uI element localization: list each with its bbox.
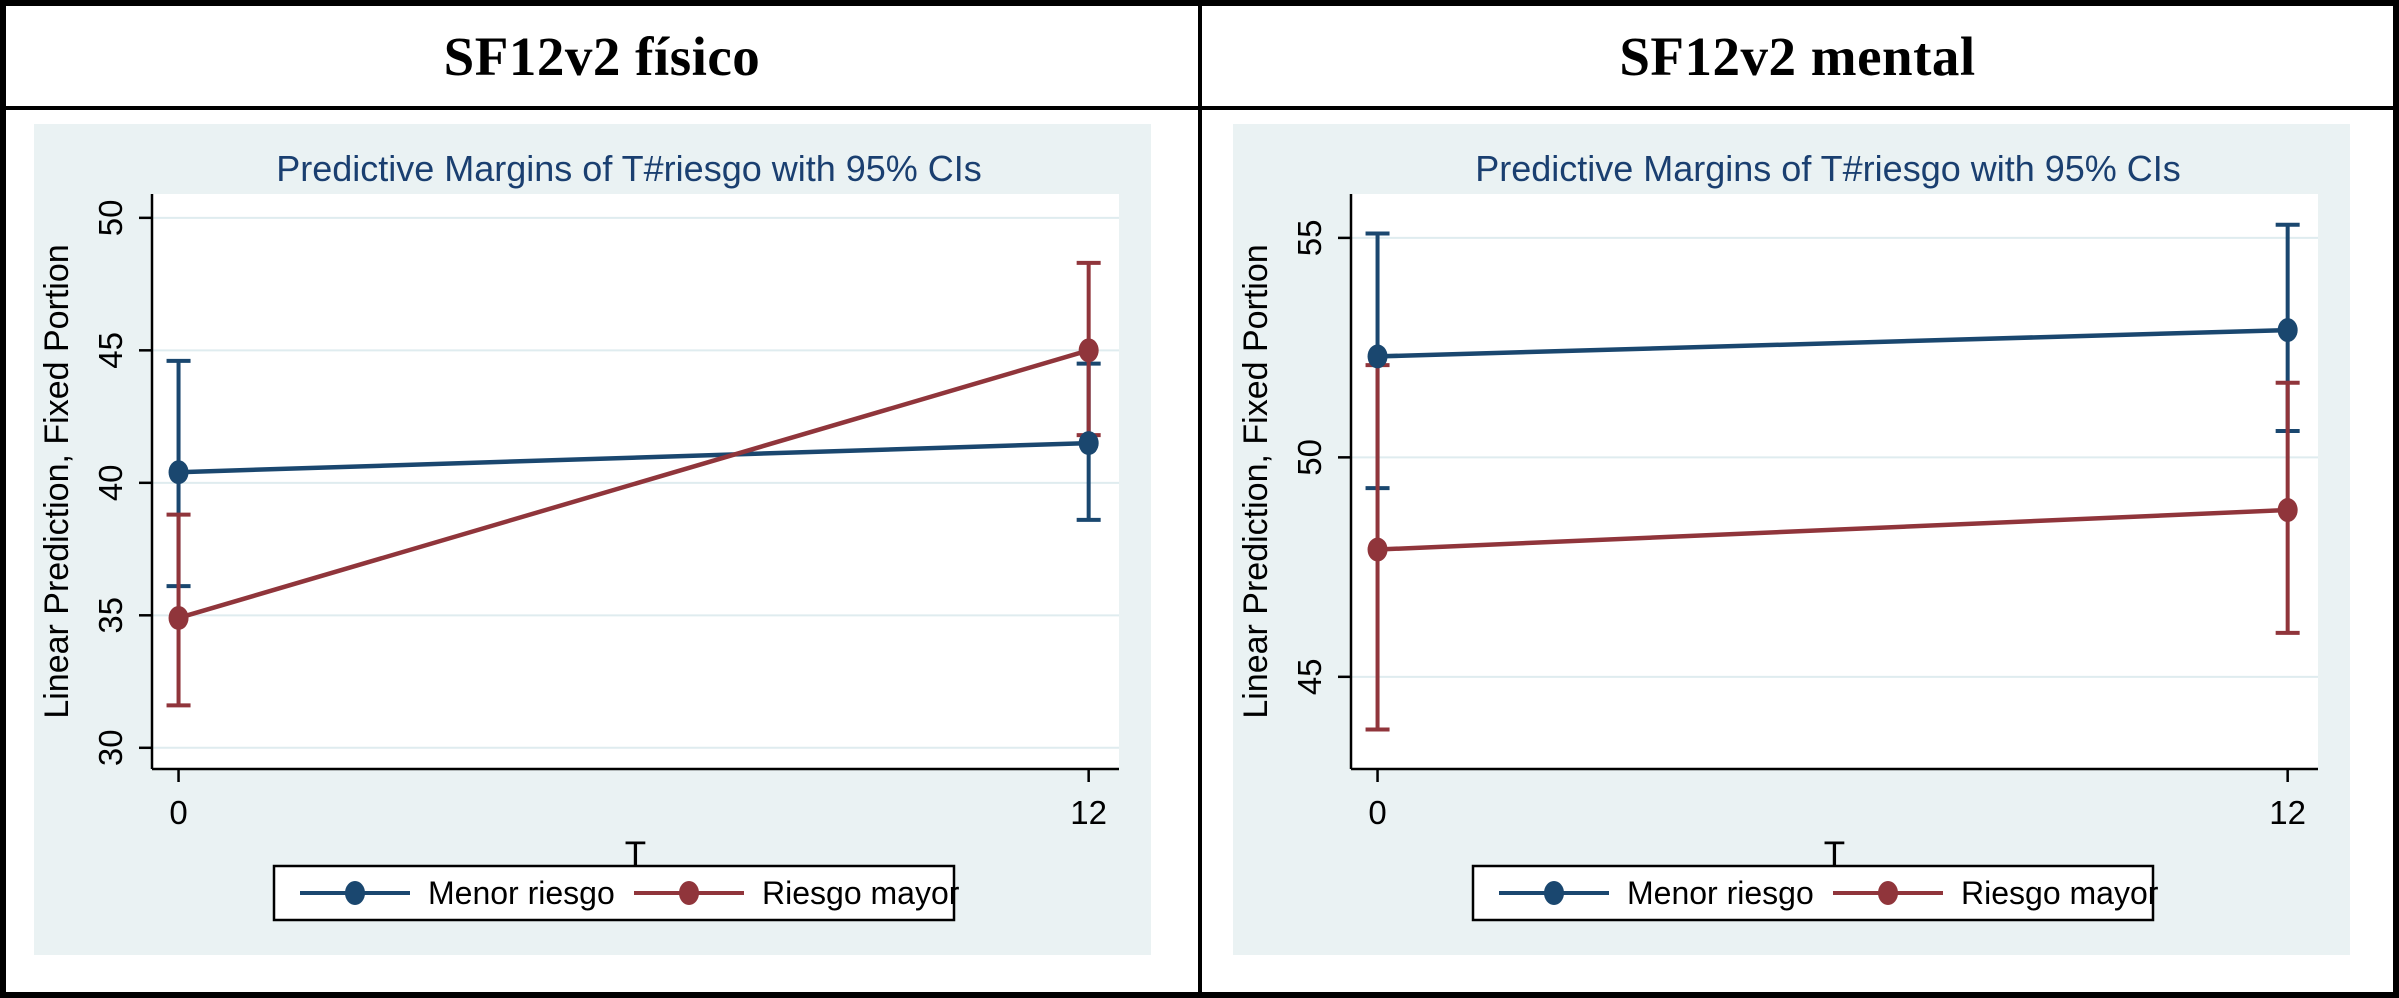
y-tick-label: 55 <box>1291 220 1328 257</box>
series-marker <box>2277 318 2298 343</box>
series-line <box>178 440 1089 475</box>
panel-header-mental: SF12v2 mental <box>1202 6 2393 110</box>
y-tick-label: 45 <box>92 332 129 369</box>
legend-marker <box>1878 881 1898 905</box>
x-tick-label: 0 <box>169 794 187 831</box>
legend-marker <box>1544 881 1564 905</box>
y-tick-label: 40 <box>92 464 129 501</box>
y-tick-label: 45 <box>1291 658 1328 695</box>
y-tick-label: 35 <box>92 597 129 634</box>
panel-fisico: SF12v2 físico Predictive Margins of T#ri… <box>6 6 1202 992</box>
legend-label: Riesgo mayor <box>762 875 960 911</box>
series-marker <box>1078 338 1099 363</box>
graph-region-fisico: Predictive Margins of T#riesgo with 95% … <box>34 124 1151 955</box>
legend-label: Menor riesgo <box>428 875 615 911</box>
panel-title-fisico: SF12v2 físico <box>443 25 761 87</box>
legend-marker <box>679 881 699 905</box>
panel-mental: SF12v2 mental Predictive Margins of T#ri… <box>1202 6 2393 992</box>
series-marker <box>168 605 189 630</box>
y-tick-label: 50 <box>92 199 129 236</box>
chart-mental: Predictive Margins of T#riesgo with 95% … <box>1233 124 2350 955</box>
y-tick-label: 50 <box>1291 439 1328 476</box>
series-marker <box>1367 344 1388 369</box>
legend-marker <box>345 881 365 905</box>
series-marker <box>1367 537 1388 562</box>
panel-header-fisico: SF12v2 físico <box>6 6 1198 110</box>
chart-title: Predictive Margins of T#riesgo with 95% … <box>1475 148 2181 189</box>
x-axis-label: T <box>1824 835 1845 874</box>
y-axis-label: Linear Prediction, Fixed Portion <box>1237 244 1275 718</box>
y-tick-label: 30 <box>92 729 129 766</box>
panel-title-mental: SF12v2 mental <box>1619 25 1976 87</box>
legend-label: Menor riesgo <box>1627 875 1814 911</box>
series-marker <box>2277 498 2298 523</box>
x-tick-label: 12 <box>2269 794 2306 831</box>
series-marker <box>1078 431 1099 456</box>
series-line <box>1377 507 2288 552</box>
x-axis-label: T <box>625 835 646 874</box>
chart-fisico: Predictive Margins of T#riesgo with 95% … <box>34 124 1151 955</box>
series-marker <box>168 460 189 485</box>
chart-title: Predictive Margins of T#riesgo with 95% … <box>276 148 982 189</box>
x-tick-label: 12 <box>1070 794 1107 831</box>
y-axis-label: Linear Prediction, Fixed Portion <box>38 244 76 718</box>
legend-label: Riesgo mayor <box>1961 875 2159 911</box>
graph-region-mental: Predictive Margins of T#riesgo with 95% … <box>1233 124 2350 955</box>
x-tick-label: 0 <box>1368 794 1386 831</box>
plot-area <box>1351 194 2318 769</box>
series-line <box>1377 327 2288 359</box>
series-line <box>177 348 1090 621</box>
